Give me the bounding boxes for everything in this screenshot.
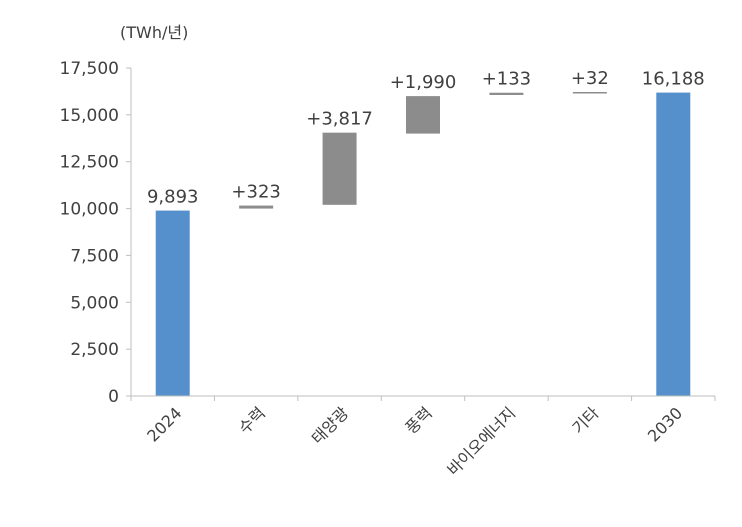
bar-increment	[322, 132, 357, 205]
x-category-label: 2030	[644, 403, 686, 445]
bar-increment	[406, 96, 440, 134]
x-category-label: 풍력	[402, 403, 436, 437]
y-tick-label: 5,000	[70, 293, 119, 313]
bar-increment	[239, 205, 274, 209]
bars-group	[155, 91, 691, 396]
y-tick-label: 2,500	[70, 340, 119, 360]
y-tick-label: 10,000	[60, 200, 119, 220]
y-tick-label: 17,500	[60, 59, 119, 79]
bar-total	[155, 210, 190, 396]
x-category-label: 기타	[568, 403, 602, 437]
x-category-label: 태양광	[308, 403, 353, 448]
data-labels-group: 9,893 +323 +3,817 +1,990 +133 +32 16,188	[147, 68, 705, 208]
data-label: +32	[571, 68, 609, 89]
y-tick-label: 15,000	[60, 106, 119, 126]
x-axis-categories: 2024 수력 태양광 풍력 바이오에너지 기타 2030	[143, 403, 686, 479]
x-category-label: 바이오에너지	[443, 403, 519, 479]
bar-increment	[489, 92, 524, 95]
data-label: +3,817	[306, 109, 373, 130]
data-label: +323	[231, 182, 280, 203]
y-tick-label: 12,500	[60, 153, 119, 173]
unit-label: (TWh/년)	[120, 23, 188, 42]
x-category-label: 수력	[235, 403, 269, 437]
data-label: 16,188	[642, 69, 705, 90]
x-category-label: 2024	[143, 403, 185, 445]
y-tick-label: 7,500	[70, 246, 119, 266]
y-tick-label: 0	[108, 387, 119, 407]
bar-total	[656, 92, 691, 396]
data-label: +133	[482, 69, 531, 90]
data-label: +1,990	[390, 72, 457, 93]
data-label: 9,893	[147, 187, 199, 208]
bar-increment	[572, 91, 607, 94]
y-axis-ticks: 0 2,500 5,000 7,500 10,000 12,500 15,000 17,500	[60, 59, 716, 407]
